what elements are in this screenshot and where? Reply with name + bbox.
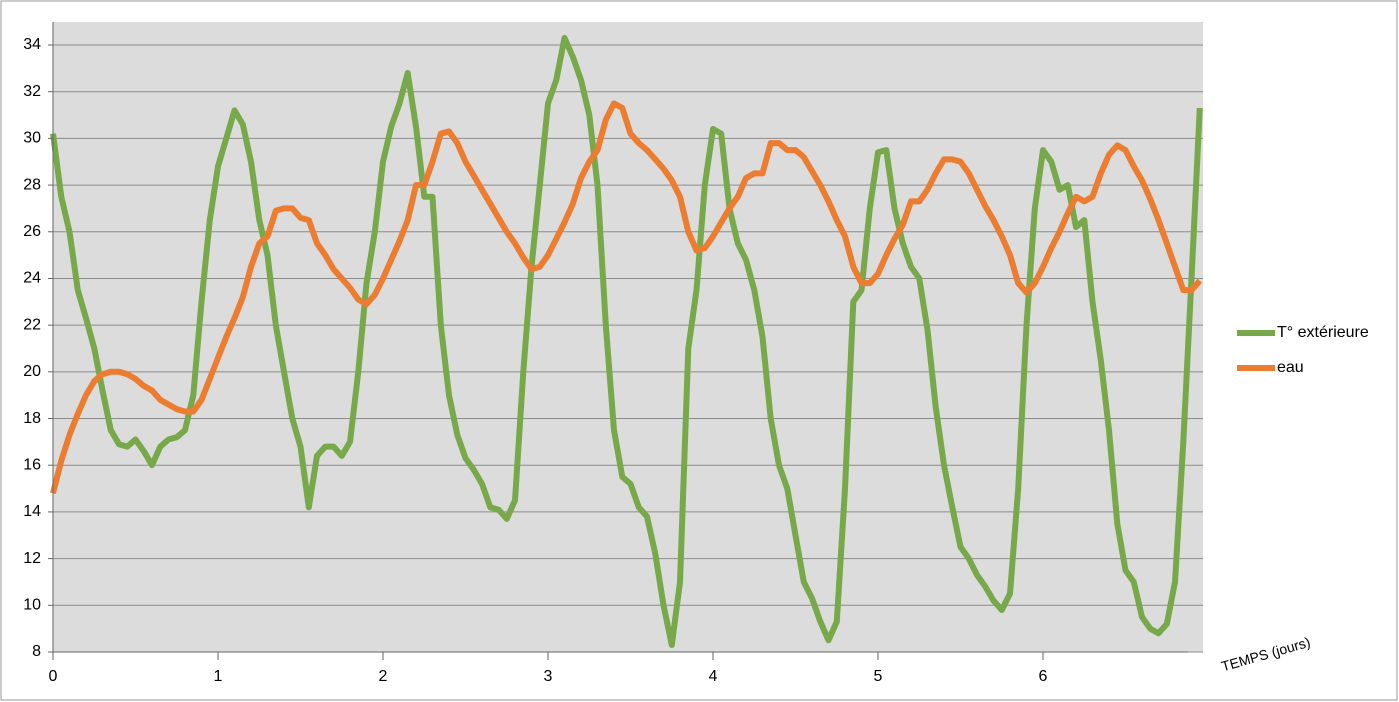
y-tick-label: 32 bbox=[23, 83, 41, 100]
series-line bbox=[50, 35, 1203, 648]
x-tick-label: 6 bbox=[1039, 668, 1048, 685]
y-tick-label: 28 bbox=[23, 176, 41, 193]
lines bbox=[50, 35, 1203, 648]
y-tick-label: 22 bbox=[23, 316, 41, 333]
y-tick-label: 34 bbox=[23, 36, 41, 53]
y-tick-label: 26 bbox=[23, 223, 41, 240]
x-tick-label: 2 bbox=[379, 668, 388, 685]
x-tick-label: 0 bbox=[49, 668, 58, 685]
x-tick-label: 4 bbox=[709, 668, 718, 685]
x-tick-label: 5 bbox=[874, 668, 883, 685]
y-tick-label: 8 bbox=[32, 643, 41, 660]
y-tick-label: 18 bbox=[23, 410, 41, 427]
legend-label: eau bbox=[1277, 359, 1304, 376]
y-tick-label: 30 bbox=[23, 130, 41, 147]
y-tick-label: 14 bbox=[23, 503, 41, 520]
legend-label: T° extérieure bbox=[1277, 324, 1369, 341]
series-line bbox=[50, 100, 1203, 494]
y-tick-label: 16 bbox=[23, 456, 41, 473]
y-tick-label: 10 bbox=[23, 597, 41, 614]
x-tick-label: 3 bbox=[544, 668, 553, 685]
y-tick-label: 24 bbox=[23, 270, 41, 287]
y-tick-label: 12 bbox=[23, 550, 41, 567]
legend: T° extérieure eau bbox=[1237, 324, 1369, 376]
x-tick-label: 1 bbox=[214, 668, 223, 685]
y-tick-label: 20 bbox=[23, 363, 41, 380]
